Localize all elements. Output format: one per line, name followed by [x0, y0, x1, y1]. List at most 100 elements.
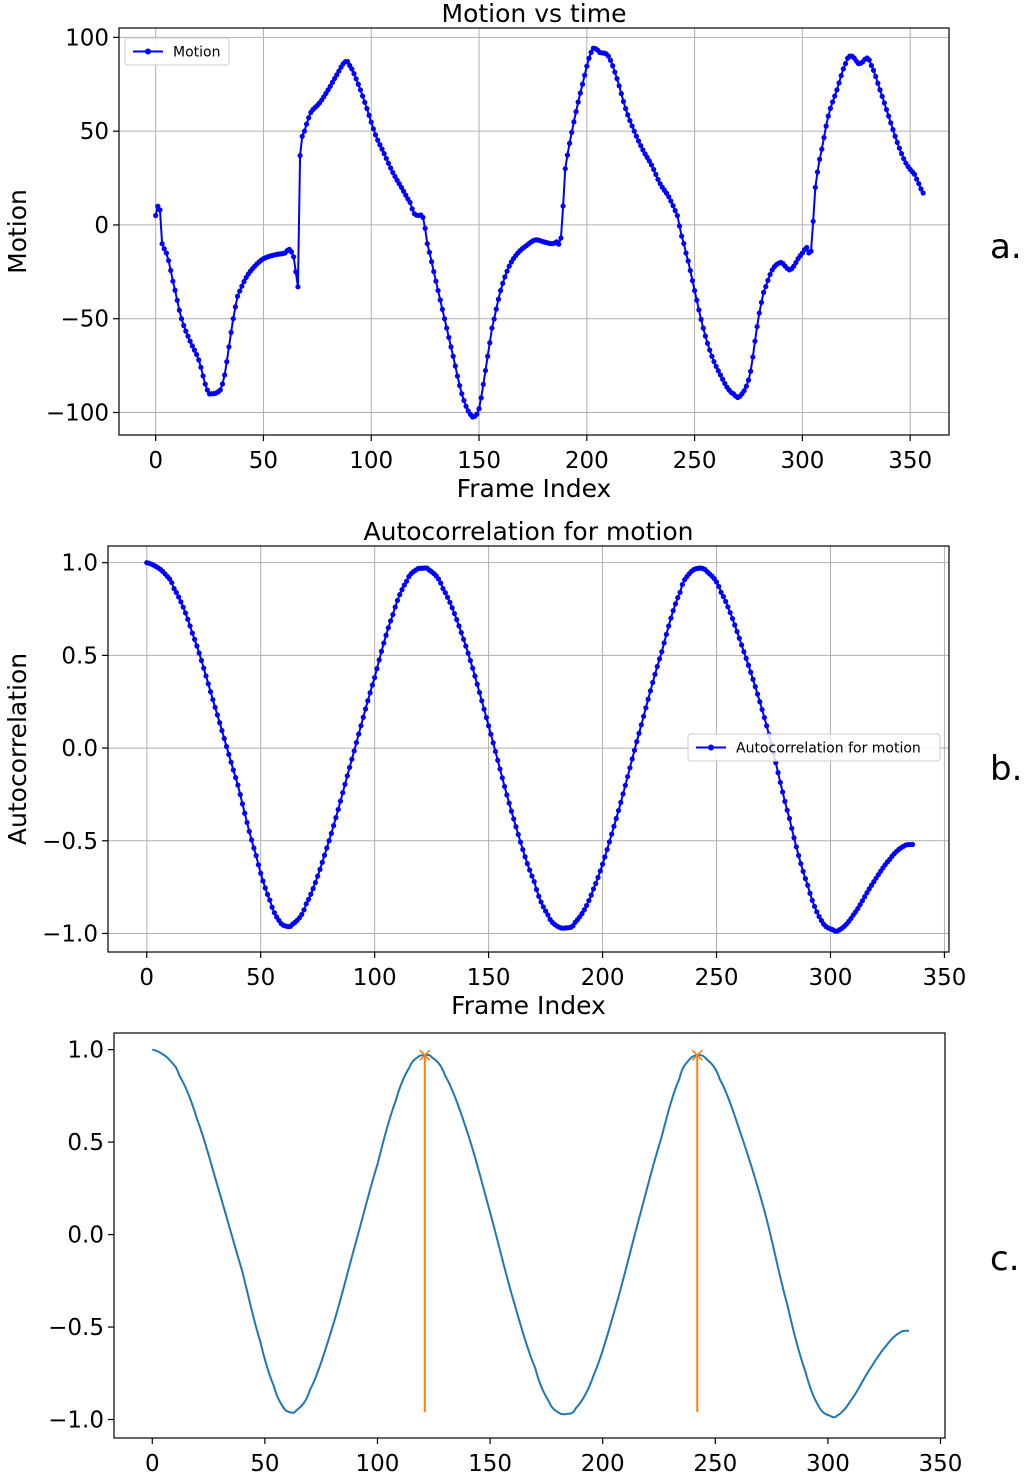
data-point: [241, 278, 247, 285]
data-point: [677, 589, 683, 595]
data-point: [717, 372, 724, 378]
data-point: [493, 306, 499, 312]
data-point: [675, 595, 681, 601]
data-point: [444, 594, 451, 600]
data-point: [825, 113, 831, 119]
y-tick-label: −100: [46, 400, 109, 426]
data-point: [333, 815, 339, 821]
data-point: [631, 747, 638, 753]
x-tick-label: 50: [249, 448, 278, 474]
data-point: [524, 861, 530, 867]
data-point: [800, 868, 806, 875]
data-point: [228, 759, 234, 765]
data-point: [161, 246, 167, 252]
data-point: [720, 376, 726, 382]
data-point: [478, 395, 484, 401]
data-point: [491, 316, 497, 322]
data-point: [301, 907, 307, 913]
data-point: [687, 267, 693, 274]
data-point: [606, 839, 613, 845]
data-point: [791, 835, 797, 841]
data-point: [399, 587, 405, 593]
data-point: [798, 861, 804, 867]
data-point: [342, 781, 348, 787]
data-point: [244, 819, 250, 826]
data-point: [299, 911, 305, 918]
data-point: [627, 118, 633, 124]
data-point: [198, 364, 204, 370]
plot-frame: [118, 27, 950, 436]
data-point: [764, 723, 770, 729]
data-point: [474, 411, 480, 417]
y-tick-label: −1.0: [42, 921, 98, 947]
legend-box: [124, 37, 230, 66]
data-point: [752, 338, 758, 344]
data-point: [248, 837, 255, 843]
data-point: [251, 845, 257, 851]
legend-label: Autocorrelation for motion: [736, 741, 921, 757]
data-point: [372, 132, 379, 138]
data-point: [610, 63, 616, 69]
data-point: [827, 105, 834, 111]
data-point: [556, 241, 562, 247]
data-point: [836, 80, 842, 86]
legend-marker: [708, 744, 714, 751]
data-point: [558, 235, 564, 241]
data-point: [217, 720, 223, 726]
data-point: [170, 278, 176, 284]
data-point: [829, 99, 836, 105]
data-point: [821, 135, 827, 141]
data-point: [444, 325, 450, 331]
data-point: [490, 740, 496, 746]
data-point: [689, 278, 696, 284]
plot-frame: [107, 545, 950, 953]
data-point: [877, 87, 883, 93]
data-point: [804, 244, 810, 251]
data-point: [328, 830, 334, 836]
data-point: [264, 891, 271, 897]
data-point: [625, 112, 631, 118]
data-point: [640, 147, 646, 153]
data-point: [486, 723, 492, 729]
legend-label: Motion: [173, 45, 220, 61]
data-point: [645, 696, 651, 702]
x-tick-label: 300: [780, 448, 824, 474]
data-point: [492, 748, 499, 755]
data-point: [629, 756, 635, 762]
x-tick-label: 200: [581, 1451, 625, 1474]
data-point: [634, 739, 640, 745]
data-point: [358, 723, 364, 729]
data-point: [196, 357, 202, 363]
data-point: [335, 806, 341, 813]
data-point: [857, 902, 863, 908]
data-point: [497, 766, 503, 772]
data-point: [465, 650, 471, 656]
data-point: [224, 359, 230, 365]
data-point: [329, 79, 336, 85]
data-point: [604, 846, 610, 853]
data-point: [586, 55, 592, 61]
x-tick-label: 100: [349, 448, 393, 474]
data-point: [643, 705, 649, 711]
data-point: [212, 704, 218, 710]
data-point: [234, 293, 241, 299]
data-point: [892, 133, 898, 139]
data-point: [385, 160, 392, 166]
data-point: [200, 373, 206, 379]
data-point: [795, 852, 802, 859]
data-point: [344, 59, 351, 65]
x-tick-label: 150: [468, 1451, 512, 1474]
data-point: [808, 248, 814, 254]
data-point: [864, 890, 870, 896]
data-point: [666, 194, 672, 200]
data-point: [366, 112, 372, 118]
data-point: [663, 631, 669, 637]
data-point: [368, 119, 374, 125]
data-point: [517, 839, 524, 845]
data-point: [360, 93, 366, 99]
data-point: [842, 61, 849, 67]
data-point: [321, 852, 328, 858]
data-point: [450, 353, 456, 359]
data-point: [575, 99, 581, 105]
chart-3: 0 50 100 150 200 250 300 350 −1.0 −0.5 0.0 0.5 1.0: [48, 1032, 962, 1474]
